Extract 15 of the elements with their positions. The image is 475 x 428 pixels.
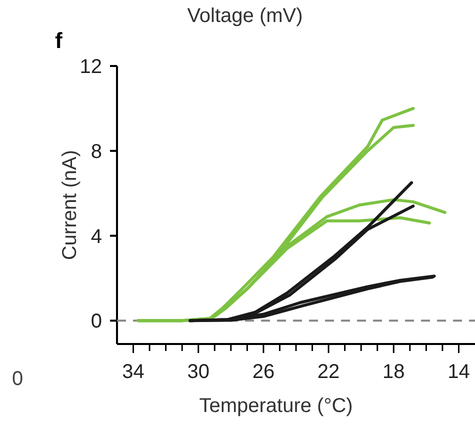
y-tick-label: 4: [90, 226, 102, 248]
text: f: [55, 28, 63, 53]
y-tick-label: 8: [90, 140, 102, 163]
x-tick-label: 26: [252, 361, 275, 383]
x-tick-label: 34: [122, 361, 144, 383]
y-tick-label: 0: [90, 310, 102, 333]
x-tick-label: 18: [382, 361, 405, 383]
x-axis-title: Temperature (°C): [199, 395, 353, 417]
chart-title: Voltage (mV): [187, 5, 303, 27]
x-tick-label: 14: [448, 361, 470, 383]
x-tick-label: 22: [317, 361, 340, 383]
y-tick-label: 12: [80, 56, 102, 78]
y-axis-title: Current (nA): [59, 150, 81, 260]
x-tick-label: 30: [187, 361, 210, 383]
text: 0: [12, 368, 24, 390]
